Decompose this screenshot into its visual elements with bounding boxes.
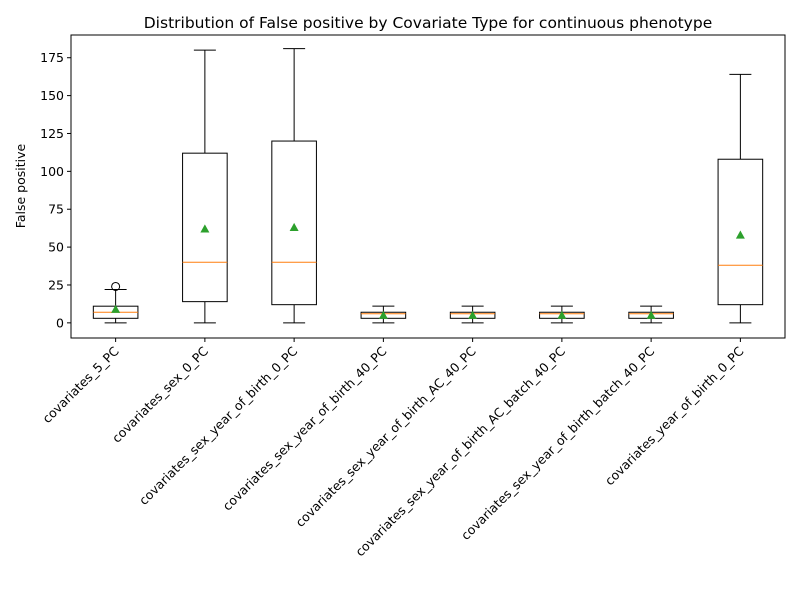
x-tick-label: covariates_sex_year_of_birth_0_PC xyxy=(136,343,300,507)
y-tick-label: 75 xyxy=(48,202,64,217)
mean-marker xyxy=(200,224,210,233)
y-axis: 0 25 50 75 100 125 150 175 xyxy=(40,50,71,330)
boxes-group xyxy=(92,48,764,324)
y-tick-label: 0 xyxy=(56,315,64,330)
box-8 xyxy=(717,73,764,324)
x-tick-label: covariates_sex_year_of_birth_40_PC xyxy=(220,343,390,513)
outlier-point xyxy=(111,281,121,291)
mean-marker xyxy=(468,310,478,319)
mean-marker xyxy=(557,310,567,319)
box-6 xyxy=(539,305,585,324)
x-tick-label: covariates_year_of_birth_0_PC xyxy=(602,343,747,488)
mean-marker xyxy=(111,304,121,313)
mean-marker xyxy=(289,222,299,232)
mean-marker xyxy=(378,310,388,319)
x-tick-label: covariates_sex_year_of_birth_AC_batch_40… xyxy=(352,343,568,559)
x-tick-label: covariates_sex_0_PC xyxy=(109,343,211,445)
y-tick-label: 100 xyxy=(40,164,64,179)
x-tick-label: covariates_sex_year_of_birth_AC_40_PC xyxy=(292,343,479,530)
mean-marker xyxy=(646,310,656,319)
plot-area-background xyxy=(71,35,785,338)
plot-area-frame xyxy=(70,34,786,339)
iqr-box xyxy=(182,152,228,303)
x-tick-label: covariates_5_PC xyxy=(39,343,122,426)
box-1 xyxy=(92,281,139,324)
y-tick-label: 25 xyxy=(48,277,64,292)
y-tick-label: 150 xyxy=(40,88,64,103)
box-3 xyxy=(271,48,317,324)
box-4 xyxy=(360,305,407,324)
y-tick-label: 50 xyxy=(48,240,64,255)
mean-marker xyxy=(735,230,745,239)
box-5 xyxy=(449,305,496,324)
chart-title: Distribution of False positive by Covari… xyxy=(144,14,712,32)
iqr-box xyxy=(271,140,317,306)
iqr-box xyxy=(717,158,764,306)
x-tick-label: covariates_sex_year_of_birth_batch_40_PC xyxy=(458,343,657,542)
y-tick-label: 175 xyxy=(40,50,64,65)
box-2 xyxy=(182,49,228,324)
box-7 xyxy=(628,305,674,324)
y-tick-label: 125 xyxy=(40,126,64,141)
y-axis-label: False positive xyxy=(13,144,28,229)
x-axis: covariates_5_PCcovariates_sex_0_PCcovari… xyxy=(39,338,747,559)
